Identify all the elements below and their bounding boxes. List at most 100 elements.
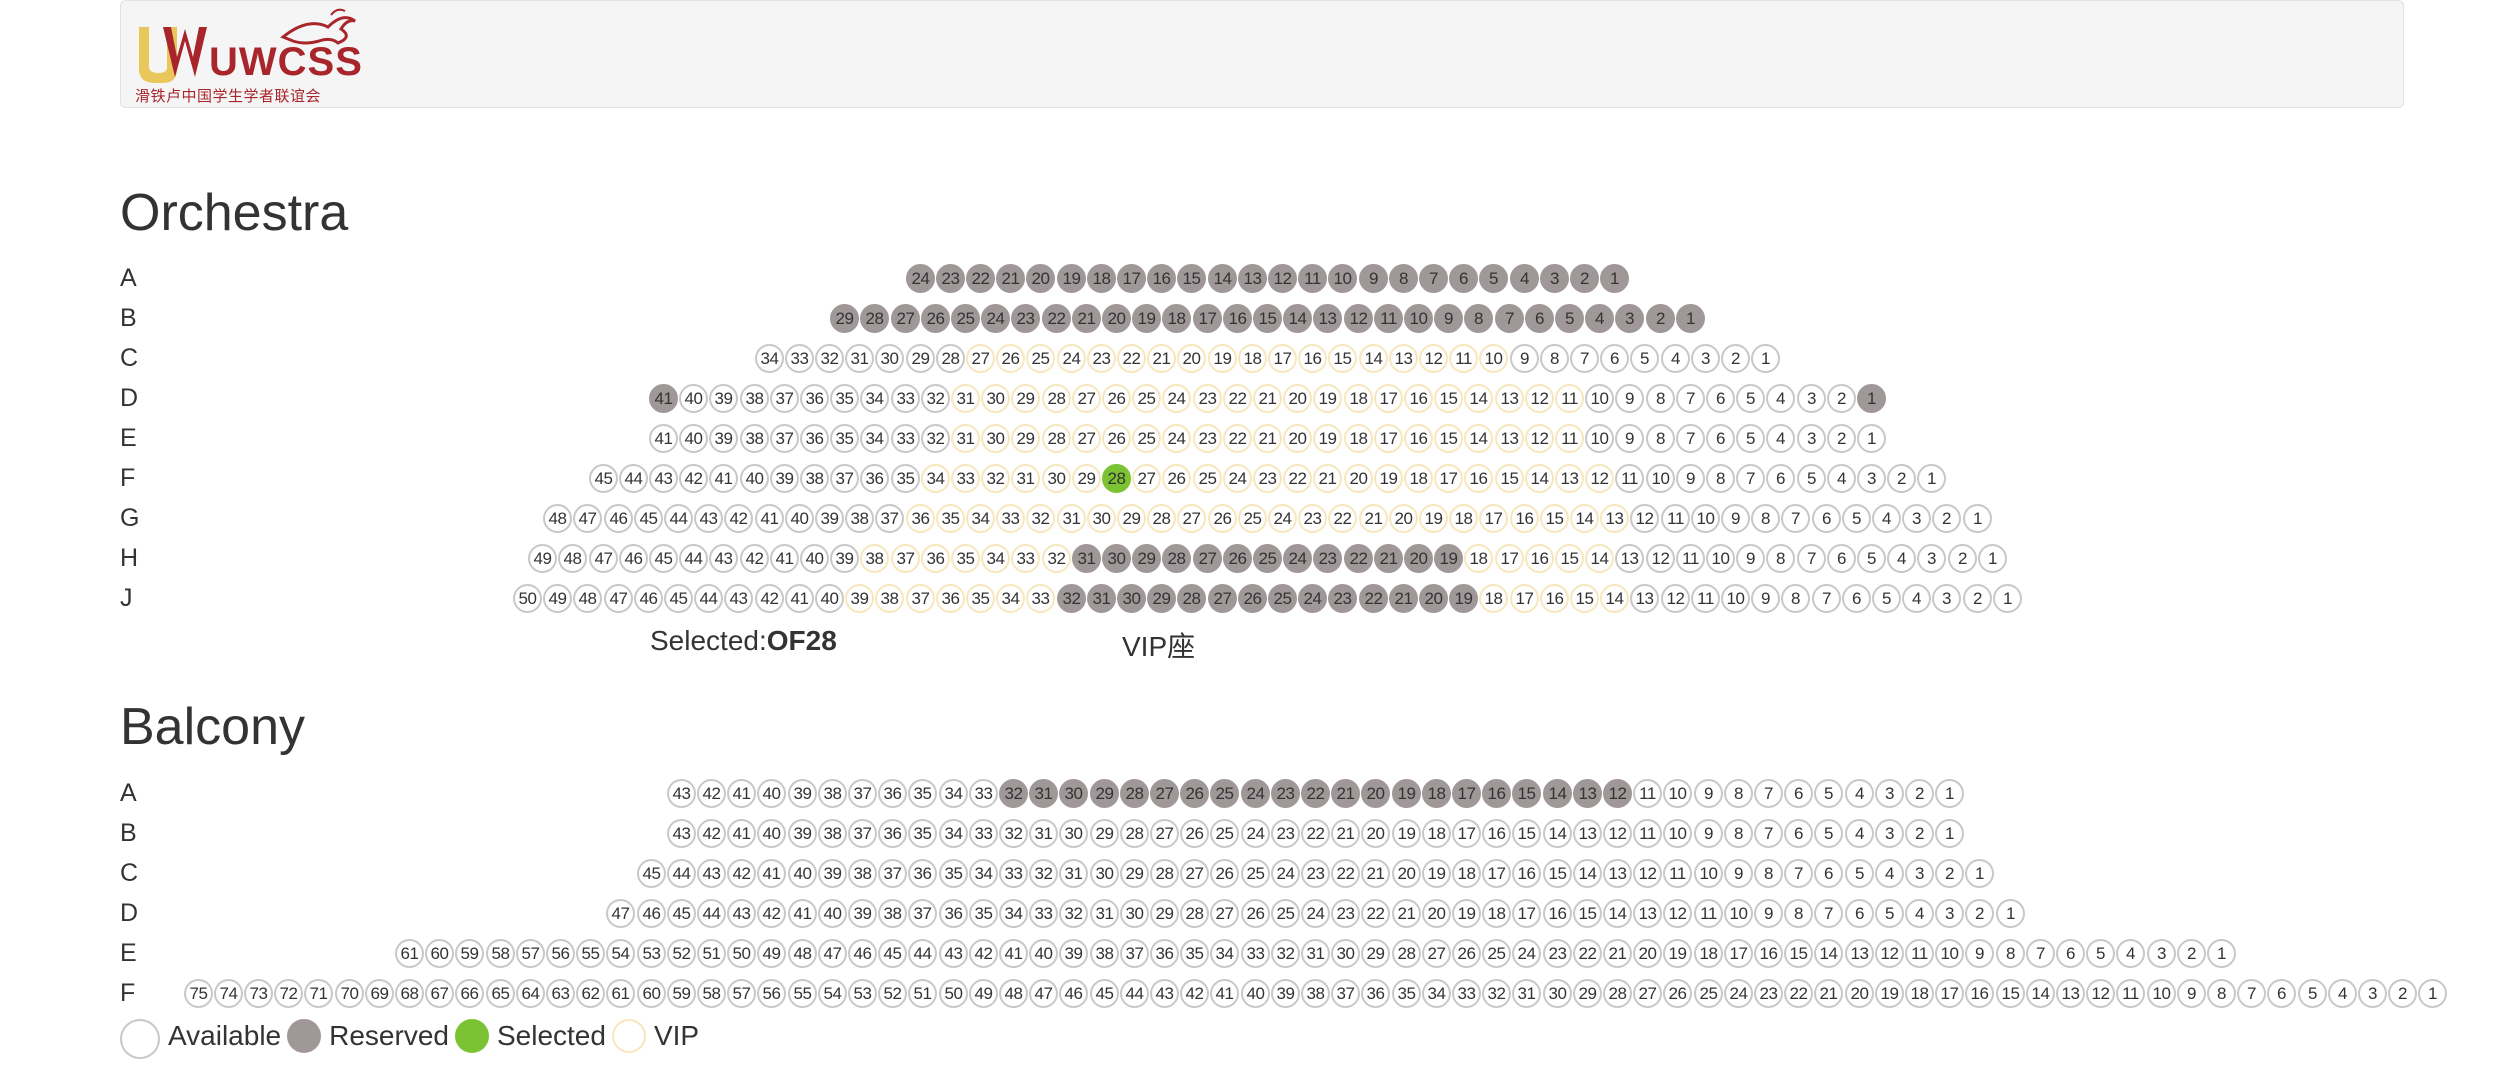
balcony-seat-c32[interactable]: 32 xyxy=(1029,859,1058,888)
orchestra-seat-c16[interactable]: 16 xyxy=(1298,344,1327,373)
balcony-seat-d22[interactable]: 22 xyxy=(1361,899,1390,928)
balcony-seat-c45[interactable]: 45 xyxy=(637,859,666,888)
balcony-seat-f51[interactable]: 51 xyxy=(908,979,937,1008)
orchestra-seat-f34[interactable]: 34 xyxy=(921,464,950,493)
orchestra-seat-c24[interactable]: 24 xyxy=(1057,344,1086,373)
orchestra-seat-e5[interactable]: 5 xyxy=(1736,424,1765,453)
orchestra-seat-f22[interactable]: 22 xyxy=(1283,464,1312,493)
orchestra-seat-h48[interactable]: 48 xyxy=(558,544,587,573)
balcony-seat-e24[interactable]: 24 xyxy=(1512,939,1541,968)
orchestra-seat-f42[interactable]: 42 xyxy=(679,464,708,493)
orchestra-seat-c7[interactable]: 7 xyxy=(1570,344,1599,373)
balcony-seat-f5[interactable]: 5 xyxy=(2298,979,2327,1008)
orchestra-seat-h34[interactable]: 34 xyxy=(981,544,1010,573)
orchestra-seat-j50[interactable]: 50 xyxy=(513,584,542,613)
balcony-seat-d7[interactable]: 7 xyxy=(1814,899,1843,928)
balcony-seat-f66[interactable]: 66 xyxy=(455,979,484,1008)
balcony-seat-d34[interactable]: 34 xyxy=(999,899,1028,928)
balcony-seat-b3[interactable]: 3 xyxy=(1875,819,1904,848)
balcony-seat-c29[interactable]: 29 xyxy=(1120,859,1149,888)
balcony-seat-c18[interactable]: 18 xyxy=(1452,859,1481,888)
orchestra-seat-j10[interactable]: 10 xyxy=(1721,584,1750,613)
orchestra-seat-e9[interactable]: 9 xyxy=(1615,424,1644,453)
balcony-seat-e53[interactable]: 53 xyxy=(637,939,666,968)
balcony-seat-d13[interactable]: 13 xyxy=(1633,899,1662,928)
balcony-seat-d33[interactable]: 33 xyxy=(1029,899,1058,928)
orchestra-seat-h36[interactable]: 36 xyxy=(921,544,950,573)
orchestra-seat-c22[interactable]: 22 xyxy=(1117,344,1146,373)
orchestra-seat-h49[interactable]: 49 xyxy=(528,544,557,573)
orchestra-seat-d30[interactable]: 30 xyxy=(981,384,1010,413)
orchestra-seat-j6[interactable]: 6 xyxy=(1842,584,1871,613)
balcony-seat-c2[interactable]: 2 xyxy=(1935,859,1964,888)
balcony-seat-b39[interactable]: 39 xyxy=(788,819,817,848)
balcony-seat-e50[interactable]: 50 xyxy=(727,939,756,968)
balcony-seat-b15[interactable]: 15 xyxy=(1512,819,1541,848)
orchestra-seat-c14[interactable]: 14 xyxy=(1359,344,1388,373)
balcony-seat-f38[interactable]: 38 xyxy=(1301,979,1330,1008)
orchestra-seat-g46[interactable]: 46 xyxy=(604,504,633,533)
balcony-seat-d9[interactable]: 9 xyxy=(1754,899,1783,928)
orchestra-seat-j34[interactable]: 34 xyxy=(996,584,1025,613)
balcony-seat-e6[interactable]: 6 xyxy=(2056,939,2085,968)
orchestra-seat-h11[interactable]: 11 xyxy=(1676,544,1705,573)
orchestra-seat-c13[interactable]: 13 xyxy=(1389,344,1418,373)
orchestra-seat-e11[interactable]: 11 xyxy=(1555,424,1584,453)
orchestra-seat-j12[interactable]: 12 xyxy=(1661,584,1690,613)
orchestra-seat-f20[interactable]: 20 xyxy=(1344,464,1373,493)
orchestra-seat-j16[interactable]: 16 xyxy=(1540,584,1569,613)
orchestra-seat-g35[interactable]: 35 xyxy=(936,504,965,533)
balcony-seat-e36[interactable]: 36 xyxy=(1150,939,1179,968)
balcony-seat-e58[interactable]: 58 xyxy=(486,939,515,968)
orchestra-seat-d23[interactable]: 23 xyxy=(1193,384,1222,413)
orchestra-seat-j5[interactable]: 5 xyxy=(1872,584,1901,613)
orchestra-seat-c15[interactable]: 15 xyxy=(1328,344,1357,373)
balcony-seat-c40[interactable]: 40 xyxy=(788,859,817,888)
balcony-seat-f49[interactable]: 49 xyxy=(969,979,998,1008)
balcony-seat-e44[interactable]: 44 xyxy=(908,939,937,968)
balcony-seat-f64[interactable]: 64 xyxy=(516,979,545,1008)
orchestra-seat-e12[interactable]: 12 xyxy=(1525,424,1554,453)
balcony-seat-e51[interactable]: 51 xyxy=(697,939,726,968)
balcony-seat-d28[interactable]: 28 xyxy=(1180,899,1209,928)
balcony-seat-f48[interactable]: 48 xyxy=(999,979,1028,1008)
orchestra-seat-e18[interactable]: 18 xyxy=(1344,424,1373,453)
balcony-seat-f31[interactable]: 31 xyxy=(1512,979,1541,1008)
orchestra-seat-j44[interactable]: 44 xyxy=(694,584,723,613)
orchestra-seat-c32[interactable]: 32 xyxy=(815,344,844,373)
balcony-seat-c28[interactable]: 28 xyxy=(1150,859,1179,888)
orchestra-seat-f19[interactable]: 19 xyxy=(1374,464,1403,493)
balcony-seat-f40[interactable]: 40 xyxy=(1241,979,1270,1008)
balcony-seat-b24[interactable]: 24 xyxy=(1241,819,1270,848)
balcony-seat-e60[interactable]: 60 xyxy=(425,939,454,968)
balcony-seat-c5[interactable]: 5 xyxy=(1845,859,1874,888)
balcony-seat-a40[interactable]: 40 xyxy=(757,779,786,808)
orchestra-seat-j13[interactable]: 13 xyxy=(1630,584,1659,613)
orchestra-seat-f15[interactable]: 15 xyxy=(1495,464,1524,493)
orchestra-seat-e32[interactable]: 32 xyxy=(921,424,950,453)
orchestra-seat-f40[interactable]: 40 xyxy=(740,464,769,493)
orchestra-seat-c31[interactable]: 31 xyxy=(845,344,874,373)
orchestra-seat-g33[interactable]: 33 xyxy=(996,504,1025,533)
balcony-seat-a8[interactable]: 8 xyxy=(1724,779,1753,808)
balcony-seat-c43[interactable]: 43 xyxy=(697,859,726,888)
orchestra-seat-g48[interactable]: 48 xyxy=(543,504,572,533)
balcony-seat-f11[interactable]: 11 xyxy=(2116,979,2145,1008)
balcony-seat-c26[interactable]: 26 xyxy=(1210,859,1239,888)
orchestra-seat-d19[interactable]: 19 xyxy=(1313,384,1342,413)
balcony-seat-b18[interactable]: 18 xyxy=(1422,819,1451,848)
orchestra-seat-d33[interactable]: 33 xyxy=(891,384,920,413)
orchestra-seat-h10[interactable]: 10 xyxy=(1706,544,1735,573)
orchestra-seat-d10[interactable]: 10 xyxy=(1585,384,1614,413)
orchestra-seat-c5[interactable]: 5 xyxy=(1630,344,1659,373)
balcony-seat-e25[interactable]: 25 xyxy=(1482,939,1511,968)
orchestra-seat-c10[interactable]: 10 xyxy=(1479,344,1508,373)
balcony-seat-c8[interactable]: 8 xyxy=(1754,859,1783,888)
orchestra-seat-g30[interactable]: 30 xyxy=(1087,504,1116,533)
balcony-seat-e57[interactable]: 57 xyxy=(516,939,545,968)
balcony-seat-e8[interactable]: 8 xyxy=(1996,939,2025,968)
balcony-seat-f42[interactable]: 42 xyxy=(1180,979,1209,1008)
balcony-seat-f45[interactable]: 45 xyxy=(1090,979,1119,1008)
orchestra-seat-c4[interactable]: 4 xyxy=(1661,344,1690,373)
orchestra-seat-f17[interactable]: 17 xyxy=(1434,464,1463,493)
